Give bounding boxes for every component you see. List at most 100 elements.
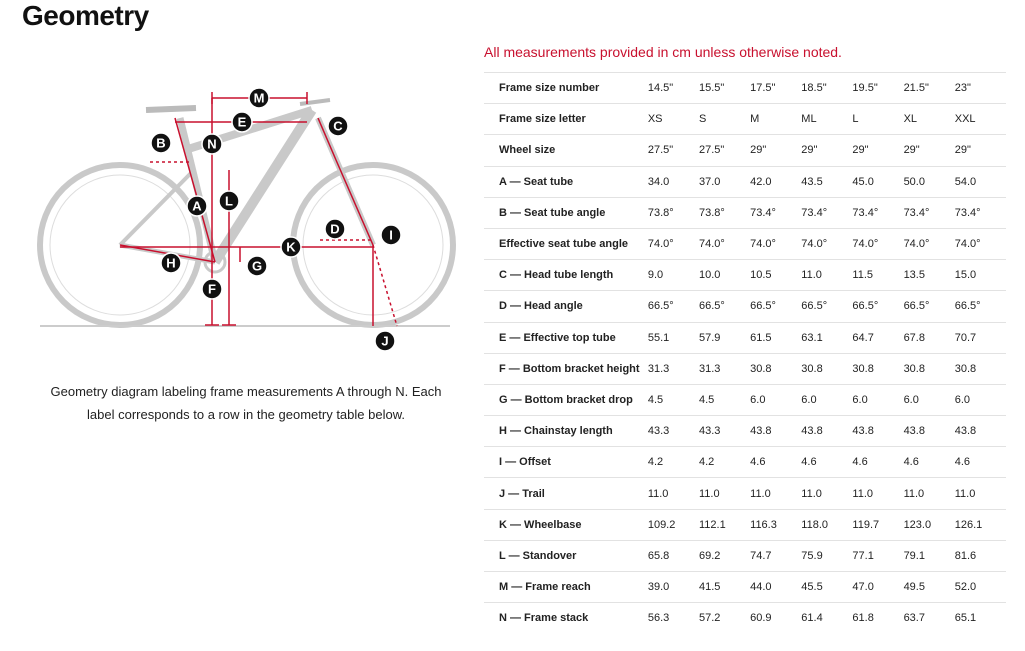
table-row: Wheel size 27.5" 27.5" 29" 29" 29" 29" 29" <box>484 134 1006 167</box>
cell-value: 69.2 <box>699 539 751 572</box>
diagram-caption: Geometry diagram labeling frame measurem… <box>50 384 442 422</box>
cell-value: 10.0 <box>699 259 751 291</box>
cell-value: 37.0 <box>699 165 751 198</box>
row-label: I — Offset <box>484 446 648 478</box>
cell-value: 66.5° <box>801 290 853 322</box>
cell-value: 17.5" <box>750 71 802 104</box>
table-row: Effective seat tube angle 74.0° 74.0° 74.0°… <box>484 227 1006 260</box>
cell-value: 6.0 <box>750 383 802 416</box>
cell-value: 67.8 <box>903 321 955 354</box>
cell-value: 43.8 <box>903 415 955 447</box>
row-label: D — Head angle <box>484 290 648 322</box>
geometry-diagram: ME C B N L A D I K H G F J <box>37 87 456 352</box>
row-label: Frame size letter <box>484 103 648 135</box>
cell-value: 11.0 <box>801 259 853 291</box>
table-row: F — Bottom bracket height 31.3 31.3 30.8 30.… <box>484 352 1006 385</box>
cell-value: 6.0 <box>801 383 853 416</box>
cell-value: 6.0 <box>903 383 955 416</box>
badge <box>248 87 270 109</box>
badge-letter: I <box>389 228 393 243</box>
badge <box>218 190 240 212</box>
row-label: H — Chainstay length <box>484 415 648 447</box>
cell-value: 118.0 <box>801 508 853 541</box>
cell-value: 11.0 <box>750 477 802 510</box>
row-label: B — Seat tube angle <box>484 196 648 229</box>
cell-value: 4.2 <box>699 446 751 478</box>
table-row: C — Head tube length 9.0 10.0 10.5 11.0 11.5 1… <box>484 259 1006 291</box>
badge-letter: M <box>254 91 265 106</box>
cell-value: 43.8 <box>852 415 904 447</box>
cell-value: 73.4° <box>903 196 955 229</box>
cell-value: 29" <box>801 134 853 167</box>
cell-value: 63.7 <box>903 602 955 634</box>
cell-value: 45.0 <box>852 165 904 198</box>
table-row: A — Seat tube 34.0 37.0 42.0 43.5 45.0 50.0 54.… <box>484 165 1006 198</box>
cell-value: 73.8° <box>647 196 699 229</box>
cell-value: 74.0° <box>699 227 751 260</box>
cell-value: 31.3 <box>699 352 751 385</box>
cell-value: 56.3 <box>647 602 699 634</box>
cell-value: 63.1 <box>801 321 853 354</box>
badge <box>231 111 253 133</box>
cell-value: 41.5 <box>699 570 751 603</box>
cell-value: 74.0° <box>903 227 955 260</box>
cell-value: 30.8 <box>903 352 955 385</box>
badge <box>327 115 349 137</box>
cell-value: 11.0 <box>647 477 699 510</box>
cell-value: 64.7 <box>852 321 904 354</box>
cell-value: 61.5 <box>750 321 802 354</box>
cell-value: 50.0 <box>903 165 955 198</box>
cell-value: 4.2 <box>647 446 699 478</box>
cell-value: 4.6 <box>750 446 802 478</box>
cell-value: 74.7 <box>750 539 802 572</box>
table-row: L — Standover 65.8 69.2 74.7 75.9 77.1 79.1 81.… <box>484 539 1006 572</box>
cell-value: 60.9 <box>750 602 802 634</box>
badge-letter: D <box>330 222 339 237</box>
badge <box>324 218 346 240</box>
cell-value: 30.8 <box>801 352 853 385</box>
cell-value: 23" <box>954 71 1006 104</box>
badge-letter: B <box>156 136 165 151</box>
row-label: Effective seat tube angle <box>484 227 648 260</box>
label-badges: ME C B N L A D I K H G F J <box>150 87 402 352</box>
cell-value: 73.4° <box>750 196 802 229</box>
cell-value: 57.2 <box>699 602 751 634</box>
cell-value: 73.4° <box>954 196 1006 229</box>
row-label: L — Standover <box>484 539 648 572</box>
cell-value: 29" <box>750 134 802 167</box>
cell-value: 73.4° <box>801 196 853 229</box>
cell-value: 11.0 <box>852 477 904 510</box>
row-label: F — Bottom bracket height <box>484 352 648 385</box>
cell-value: 61.8 <box>852 602 904 634</box>
cell-value: 123.0 <box>903 508 955 541</box>
table-row: Frame size number 14.5" 15.5" 17.5" 18.5" 19.… <box>484 71 1006 104</box>
cell-value: 11.0 <box>903 477 955 510</box>
cell-value: 27.5" <box>699 134 751 167</box>
cell-value: 42.0 <box>750 165 802 198</box>
row-label: C — Head tube length <box>484 259 648 291</box>
row-label: Wheel size <box>484 134 648 167</box>
cell-value: 6.0 <box>954 383 1006 416</box>
cell-value: 39.0 <box>647 570 699 603</box>
geometry-table: Frame size number 14.5" 15.5" 17.5" 18.5" 19.… <box>484 71 1006 634</box>
cell-value: 21.5" <box>903 71 955 104</box>
cell-value: 30.8 <box>852 352 904 385</box>
cell-value: 4.6 <box>954 446 1006 478</box>
table-row: H — Chainstay length 43.3 43.3 43.8 43.8 43.8… <box>484 415 1006 447</box>
cell-value: 29" <box>903 134 955 167</box>
badge-letter: K <box>286 240 296 255</box>
cell-value: 15.0 <box>954 259 1006 291</box>
cell-value: 74.0° <box>801 227 853 260</box>
badge <box>150 132 172 154</box>
cell-value: 14.5" <box>647 71 699 104</box>
table-row: B — Seat tube angle 73.8° 73.8° 73.4° 73.4° 7… <box>484 196 1006 229</box>
cell-value: 74.0° <box>954 227 1006 260</box>
cell-value: 43.8 <box>954 415 1006 447</box>
cell-value: 10.5 <box>750 259 802 291</box>
cell-value: 13.5 <box>903 259 955 291</box>
badge <box>280 236 302 258</box>
cell-value: 55.1 <box>647 321 699 354</box>
cell-value: 44.0 <box>750 570 802 603</box>
cell-value: 43.3 <box>699 415 751 447</box>
cell-value: 4.6 <box>852 446 904 478</box>
